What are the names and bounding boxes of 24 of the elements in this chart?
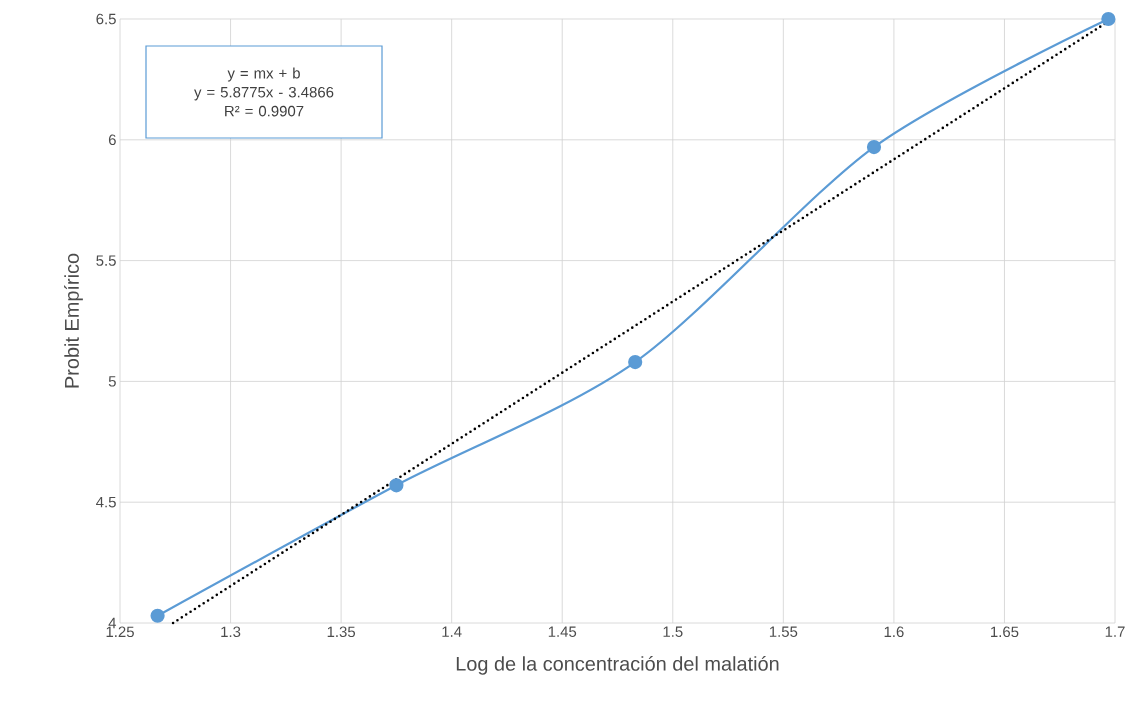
x-tick-label: 1.4 <box>442 626 462 637</box>
x-tick-label: 1.45 <box>548 626 577 637</box>
x-tick-label: 1.55 <box>769 626 798 637</box>
point <box>150 608 165 623</box>
x-tick-label: 1.3 <box>221 626 241 638</box>
point <box>866 139 882 155</box>
y-tick-label: 5 <box>108 376 116 387</box>
point <box>1101 11 1116 27</box>
x-tick-label: 1.65 <box>991 626 1019 638</box>
x-tick-label: 1.6 <box>884 626 904 638</box>
point <box>628 354 643 370</box>
annotation: y = 5.8775x - 3.4866 <box>194 86 334 101</box>
annotation: R² = 0.9907 <box>225 105 304 117</box>
y-tick-label: 5.5 <box>96 255 116 266</box>
x-tick-label: 1.7 <box>1105 626 1125 637</box>
x-tick-label: 1.35 <box>327 626 356 638</box>
y-tick-label: 4.5 <box>96 496 116 508</box>
y-tick-label: 6.5 <box>96 13 116 25</box>
y-axis-title: Probit Empírico <box>64 253 83 388</box>
x-axis-title: Log de la concentración del malatión <box>456 655 779 675</box>
annotation: y = mx + b <box>227 67 300 82</box>
y-tick-label: 6 <box>108 134 116 146</box>
point <box>389 478 404 493</box>
x-tick-label: 1.5 <box>663 626 683 637</box>
